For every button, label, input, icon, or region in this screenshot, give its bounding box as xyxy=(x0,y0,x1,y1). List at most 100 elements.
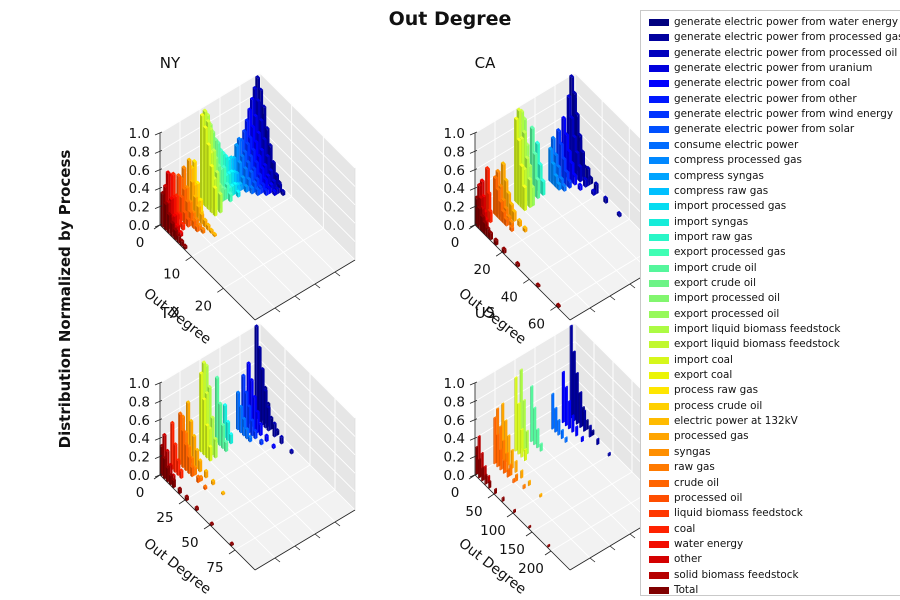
bar-face xyxy=(253,430,256,440)
bar xyxy=(248,434,253,443)
bar-face xyxy=(176,234,179,244)
bar-face xyxy=(603,195,609,200)
bar-face xyxy=(569,74,575,78)
bar-face xyxy=(173,227,178,232)
bar-face xyxy=(520,429,522,458)
legend-item: import liquid biomass feedstock xyxy=(641,322,900,337)
bar-face xyxy=(532,186,535,207)
bar xyxy=(580,435,584,443)
bar-face xyxy=(187,455,189,475)
bar-face xyxy=(172,213,177,217)
bar-face xyxy=(170,222,173,238)
bar-face xyxy=(206,143,209,211)
legend-swatch xyxy=(649,479,669,487)
bar-face xyxy=(510,463,513,477)
bar-face xyxy=(181,165,187,169)
legend-swatch xyxy=(649,249,669,257)
bar xyxy=(249,185,255,195)
grid-line xyxy=(494,462,591,559)
bar-face xyxy=(494,417,497,465)
bar-face xyxy=(266,406,269,432)
bar-face xyxy=(232,185,235,197)
legend-swatch xyxy=(649,295,669,303)
bar-face xyxy=(202,108,208,113)
legend-label: export processed gas xyxy=(674,246,786,259)
bar-face xyxy=(561,370,565,373)
bar-face xyxy=(174,193,179,197)
bar-face xyxy=(163,201,169,206)
legend-label: export processed oil xyxy=(674,307,780,320)
bar-face xyxy=(540,443,543,452)
legend-item: generate electric power from processed g… xyxy=(641,30,900,45)
bar-face xyxy=(188,209,194,214)
subplot-title: CA xyxy=(475,54,496,72)
bar-face xyxy=(248,434,253,438)
bar-face xyxy=(572,414,575,433)
bar xyxy=(577,182,583,191)
bar-face xyxy=(205,222,211,227)
bar-face xyxy=(581,406,585,409)
bar-face xyxy=(514,116,519,121)
legend-label: generate electric power from wind energy xyxy=(674,108,893,121)
bar xyxy=(488,480,492,489)
bar-face xyxy=(258,87,264,92)
bar-face xyxy=(519,220,522,228)
bar-face xyxy=(567,399,571,402)
x-tick xyxy=(495,251,503,257)
bar-face xyxy=(235,181,240,186)
legend-item: generate electric power from wind energy xyxy=(641,107,900,122)
bar-face xyxy=(506,190,512,195)
z-tick xyxy=(154,150,163,154)
bar xyxy=(575,372,579,425)
z-tick-label: 0.2 xyxy=(444,450,465,466)
bar-face xyxy=(608,452,611,457)
bar xyxy=(572,172,578,186)
bar-face xyxy=(576,372,579,425)
grid-line xyxy=(534,438,631,535)
bar-face xyxy=(246,186,249,193)
bar xyxy=(567,178,572,189)
bar xyxy=(533,406,537,446)
bar-face xyxy=(575,425,579,428)
bar xyxy=(556,302,561,309)
process-axis xyxy=(254,509,356,571)
bar-face xyxy=(577,165,580,183)
legend-label: syngas xyxy=(674,445,711,458)
bar-face xyxy=(209,227,214,232)
bar-face xyxy=(570,325,573,419)
x-tick-label: 25 xyxy=(156,510,173,526)
bar-face xyxy=(248,153,254,158)
z-axis: 0.0 0.2 0.4 0.6 0.8 1.0 xyxy=(129,126,163,234)
bar-face xyxy=(220,193,223,214)
bar-face xyxy=(558,305,561,309)
bar xyxy=(173,442,178,473)
bar-face xyxy=(238,181,243,185)
bar-face xyxy=(561,184,565,192)
bar-face xyxy=(535,176,541,181)
bar-face xyxy=(575,372,579,375)
legend-item: coal xyxy=(641,522,900,537)
bar-face xyxy=(574,151,578,180)
bar-face xyxy=(194,505,199,509)
bar-face xyxy=(200,476,203,482)
x-tick-label: 0 xyxy=(136,235,145,251)
bar-face xyxy=(276,429,280,436)
bar-face xyxy=(243,185,246,193)
bar-face xyxy=(537,179,541,200)
legend-label: compress syngas xyxy=(674,169,764,182)
bar-face xyxy=(580,435,584,438)
bar-face xyxy=(242,416,247,420)
legend-item: generate electric power from uranium xyxy=(641,61,900,76)
bar-face xyxy=(482,220,488,224)
bar-face xyxy=(512,479,514,484)
bar-face xyxy=(556,128,561,132)
x-tick xyxy=(153,474,161,480)
bar-face xyxy=(519,164,522,209)
bar-face xyxy=(268,143,273,147)
x-tick xyxy=(550,306,557,311)
bar-face xyxy=(500,448,503,471)
bar-face xyxy=(185,216,191,221)
z-axis: 0.0 0.2 0.4 0.6 0.8 1.0 xyxy=(129,376,163,484)
z-tick xyxy=(469,455,478,459)
bar-face xyxy=(515,260,521,265)
